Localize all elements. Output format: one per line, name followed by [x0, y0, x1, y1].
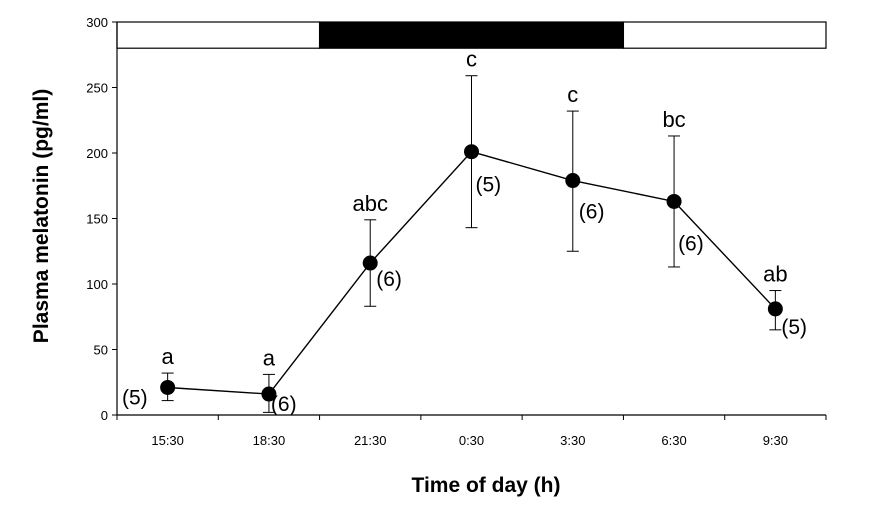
y-tick-label-100: 100 — [86, 277, 108, 292]
sample-size-label-4: (6) — [579, 201, 605, 224]
y-tick-label-250: 250 — [86, 81, 108, 96]
y-axis-ticks: 0 50 100 150 200 250 300 — [86, 15, 117, 423]
x-tick-label-3: 0:30 — [459, 433, 484, 448]
significance-label-2: abc — [352, 191, 387, 216]
y-axis-title: Plasma melatonin (pg/ml) — [30, 89, 53, 343]
x-axis-title: Time of day (h) — [412, 474, 561, 497]
data-point-3 — [464, 144, 479, 160]
y-tick-label-300: 300 — [86, 15, 108, 30]
significance-label-6: ab — [763, 262, 787, 287]
data-point-0 — [160, 379, 176, 395]
y-tick-label-0: 0 — [101, 408, 108, 423]
light-dark-bar — [116, 21, 827, 49]
sample-size-label-1: (6) — [271, 393, 297, 416]
data-point-4 — [565, 173, 581, 189]
data-point-5 — [666, 193, 682, 209]
sample-size-label-6: (5) — [781, 316, 807, 339]
sample-size-label-5: (6) — [678, 232, 704, 255]
x-tick-label-1: 18:30 — [253, 433, 286, 448]
bar-segment-dark-1 — [318, 21, 625, 49]
data-point-2 — [362, 255, 378, 271]
x-tick-label-4: 3:30 — [560, 433, 585, 448]
x-tick-label-6: 9:30 — [763, 433, 788, 448]
x-tick-label-0: 15:30 — [151, 433, 184, 448]
bar-segment-light-2 — [622, 21, 827, 49]
x-tick-label-5: 6:30 — [661, 433, 686, 448]
sample-size-label-3: (5) — [476, 174, 502, 197]
significance-label-0: a — [162, 344, 175, 369]
data-point-6 — [767, 301, 783, 317]
data-points — [160, 144, 783, 402]
sample-size-label-2: (6) — [376, 268, 402, 291]
significance-label-1: a — [263, 345, 276, 370]
x-tick-label-2: 21:30 — [354, 433, 387, 448]
significance-label-4: c — [567, 82, 578, 107]
significance-label-5: bc — [662, 107, 685, 132]
y-tick-label-200: 200 — [86, 146, 108, 161]
annotations: a (5) a (6) abc (6) c (5) c (6) bc (6) ab (5) — [122, 47, 807, 416]
significance-label-3: c — [466, 47, 477, 72]
y-tick-label-50: 50 — [94, 343, 108, 358]
sample-size-label-0: (5) — [122, 386, 148, 409]
data-point-1 — [261, 386, 277, 402]
y-tick-label-150: 150 — [86, 212, 108, 227]
x-axis-ticks: 15:30 18:30 21:30 0:30 3:30 6:30 9:30 — [116, 415, 827, 448]
bar-segment-light-0 — [116, 21, 321, 49]
